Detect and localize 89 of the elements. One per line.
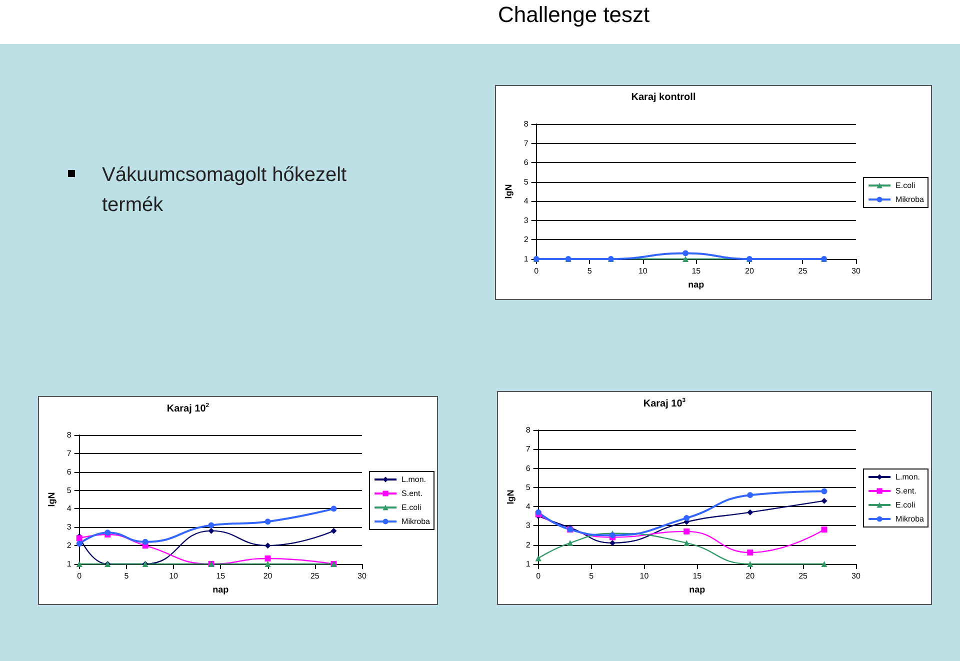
y-tick-label: 8 [524,120,529,128]
x-axis-title: nap [688,279,705,290]
point [821,488,828,494]
point [821,561,828,567]
legend-label: E.coli [896,181,916,190]
point [76,540,82,547]
legend-label: L.mon. [896,472,920,482]
x-tick-label: 20 [744,266,754,276]
y-tick-label: 7 [526,444,531,454]
x-tick-label: 20 [263,572,273,580]
legend-label: S.ent. [402,489,422,498]
text: Vákuumcsomagolt hőkezelt termék [102,163,348,218]
y-tick-label: 8 [66,430,72,440]
point [264,518,271,525]
point [264,542,271,549]
y-tick-label: 2 [526,540,531,550]
legend-label: Mikroba [402,517,431,526]
x-tick-label: 25 [798,572,808,580]
point [821,498,828,504]
x-tick-label: 0 [536,572,542,580]
legend-label: Mikroba [896,514,925,524]
point [747,509,754,516]
legend-label: E.coli [402,503,422,512]
y-tick-label: 5 [524,177,529,186]
point [609,540,616,546]
point [567,540,574,546]
x-tick-label: 0 [534,266,540,276]
point [747,561,754,567]
x-tick-label: 5 [124,572,130,580]
x-tick-label: 0 [77,572,82,580]
point [264,555,271,562]
chart-title: Karaj 10$^{3}$ [642,398,687,410]
point [330,528,337,534]
point [142,538,148,545]
x-tick-label: 25 [310,572,320,580]
y-tick-label: 5 [526,482,531,492]
y-tick-label: 1 [524,254,529,264]
x-tick-label: 30 [852,266,861,276]
legend-label: S.ent. [896,486,916,496]
point [684,540,690,546]
x-tick-label: 15 [216,572,226,580]
y-axis-title: lgN [46,492,56,507]
y-tick-label: 1 [526,560,531,568]
y-tick-label: 6 [524,158,529,168]
point [208,522,214,528]
y-tick-label: 5 [66,486,72,495]
y-axis-title: lgN [506,490,516,504]
x-tick-label: 10 [640,572,650,580]
x-tick-label: 5 [587,266,592,276]
point [684,528,690,534]
y-tick-label: 4 [526,502,531,512]
y-tick-label: 8 [526,426,531,434]
y-tick-label: 6 [526,464,531,473]
chart-title: Karaj 10$^{2}$ [166,403,210,414]
y-tick-label: 1 [66,560,72,568]
point [684,515,690,522]
y-tick-label: 3 [66,522,72,532]
x-tick-label: 20 [746,572,756,580]
x-tick-label: 5 [589,572,594,580]
legend-label: Mikroba [896,195,925,204]
text: Challenge teszt [498,2,650,28]
y-tick-label: 4 [66,504,72,514]
legend-label: E.coli [896,500,916,510]
x-tick-label: 30 [852,572,861,580]
point [208,528,214,534]
y-tick-label: 2 [524,235,529,244]
point [747,550,754,556]
x-axis-title: nap [212,584,230,594]
x-tick-label: 25 [798,266,808,276]
point [330,506,337,512]
y-tick-label: 7 [66,448,72,458]
x-tick-label: 10 [638,266,648,276]
point [747,492,754,498]
point [821,526,828,533]
x-tick-label: 15 [692,266,702,276]
chart-title: Karaj kontroll [630,92,697,103]
y-tick-label: 2 [66,541,72,550]
y-tick-label: 7 [524,138,529,148]
y-tick-label: 3 [524,216,529,225]
x-tick-label: 15 [692,572,702,580]
y-tick-label: 6 [66,467,72,476]
x-tick-label: 10 [169,572,179,580]
point [535,555,542,562]
y-axis-title: lgN [504,184,514,199]
x-tick-label: 30 [358,572,367,580]
y-tick-label: 4 [524,196,529,206]
x-axis-title: nap [689,584,706,594]
y-tick-label: 3 [526,521,531,530]
legend-label: L.mon. [402,475,426,484]
